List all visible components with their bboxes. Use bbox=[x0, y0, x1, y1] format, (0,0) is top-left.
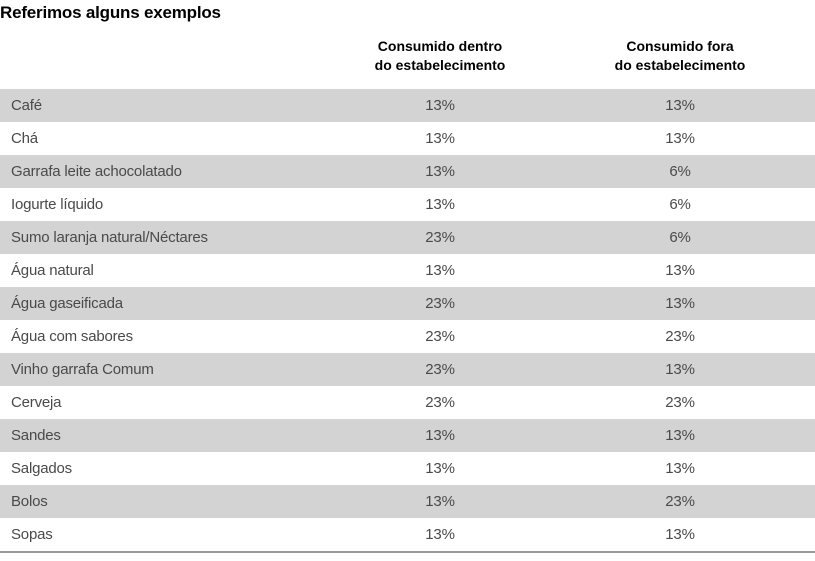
dentro-value-cell: 13% bbox=[425, 262, 455, 279]
item-label-cell: Iogurte líquido bbox=[11, 196, 104, 213]
item-label-cell: Sandes bbox=[11, 427, 61, 444]
table-row: Garrafa leite achocolatado 13% 6% bbox=[0, 155, 815, 188]
vat-examples-table: Consumido dentro do estabelecimento Cons… bbox=[0, 23, 815, 553]
dentro-value-cell: 13% bbox=[425, 196, 455, 213]
fora-value-cell: 13% bbox=[665, 361, 695, 378]
table-row: Água com sabores 23% 23% bbox=[0, 320, 815, 353]
fora-value-cell: 6% bbox=[669, 196, 691, 213]
item-label-cell: Vinho garrafa Comum bbox=[11, 361, 154, 378]
dentro-value-cell: 23% bbox=[425, 295, 455, 312]
fora-value-cell: 6% bbox=[669, 229, 691, 246]
table-row: Sopas 13% 13% bbox=[0, 518, 815, 552]
table-row: Café 13% 13% bbox=[0, 89, 815, 122]
column-header-consumido-fora: Consumido fora do estabelecimento bbox=[614, 38, 746, 73]
dentro-value-cell: 23% bbox=[425, 361, 455, 378]
table-row: Água gaseificada 23% 13% bbox=[0, 287, 815, 320]
item-label-cell: Água gaseificada bbox=[11, 295, 123, 312]
column-header-consumido-dentro: Consumido dentro do estabelecimento bbox=[374, 38, 506, 73]
fora-value-cell: 23% bbox=[665, 493, 695, 510]
table-row: Água natural 13% 13% bbox=[0, 254, 815, 287]
page-title: Referimos alguns exemplos bbox=[0, 3, 221, 22]
dentro-value-cell: 13% bbox=[425, 493, 455, 510]
table-body: Café 13% 13% Chá 13% 13% Garrafa leite achocol… bbox=[0, 89, 815, 552]
item-label-cell: Água natural bbox=[11, 262, 94, 279]
item-label-cell: Chá bbox=[11, 130, 38, 147]
fora-value-cell: 13% bbox=[665, 262, 695, 279]
item-label-cell: Garrafa leite achocolatado bbox=[11, 163, 182, 180]
fora-value-cell: 13% bbox=[665, 130, 695, 147]
table-header: Consumido dentro do estabelecimento Cons… bbox=[0, 23, 815, 89]
item-label-cell: Salgados bbox=[11, 460, 72, 477]
header-row: Consumido dentro do estabelecimento Cons… bbox=[0, 23, 815, 89]
fora-value-cell: 13% bbox=[665, 97, 695, 114]
dentro-value-cell: 13% bbox=[425, 460, 455, 477]
fora-value-cell: 23% bbox=[665, 328, 695, 345]
dentro-value-cell: 23% bbox=[425, 394, 455, 411]
table-row: Sumo laranja natural/Néctares 23% 6% bbox=[0, 221, 815, 254]
fora-value-cell: 13% bbox=[665, 295, 695, 312]
column-header-item bbox=[0, 23, 335, 89]
item-label-cell: Sopas bbox=[11, 526, 53, 543]
item-label-cell: Água com sabores bbox=[11, 328, 133, 345]
dentro-value-cell: 13% bbox=[425, 97, 455, 114]
table-row: Cerveja 23% 23% bbox=[0, 386, 815, 419]
dentro-value-cell: 23% bbox=[425, 328, 455, 345]
dentro-value-cell: 13% bbox=[425, 163, 455, 180]
item-label-cell: Sumo laranja natural/Néctares bbox=[11, 229, 208, 246]
item-label-cell: Cerveja bbox=[11, 394, 62, 411]
table-row: Salgados 13% 13% bbox=[0, 452, 815, 485]
dentro-value-cell: 13% bbox=[425, 130, 455, 147]
fora-value-cell: 23% bbox=[665, 394, 695, 411]
fora-value-cell: 6% bbox=[669, 163, 691, 180]
table-row: Chá 13% 13% bbox=[0, 122, 815, 155]
item-label-cell: Café bbox=[11, 97, 42, 114]
fora-value-cell: 13% bbox=[665, 526, 695, 543]
dentro-value-cell: 23% bbox=[425, 229, 455, 246]
dentro-value-cell: 13% bbox=[425, 526, 455, 543]
fora-value-cell: 13% bbox=[665, 427, 695, 444]
fora-value-cell: 13% bbox=[665, 460, 695, 477]
table-row: Iogurte líquido 13% 6% bbox=[0, 188, 815, 221]
table-row: Sandes 13% 13% bbox=[0, 419, 815, 452]
item-label-cell: Bolos bbox=[11, 493, 48, 510]
table-row: Vinho garrafa Comum 23% 13% bbox=[0, 353, 815, 386]
table-row: Bolos 13% 23% bbox=[0, 485, 815, 518]
dentro-value-cell: 13% bbox=[425, 427, 455, 444]
